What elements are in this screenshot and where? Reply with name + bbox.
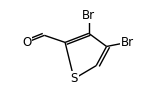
Text: Br: Br <box>121 36 134 49</box>
Text: S: S <box>70 72 78 85</box>
Text: Br: Br <box>82 9 95 22</box>
Text: O: O <box>22 36 31 49</box>
